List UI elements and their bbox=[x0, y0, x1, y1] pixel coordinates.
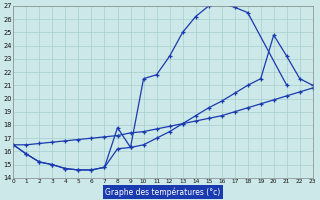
X-axis label: Graphe des températures (°c): Graphe des températures (°c) bbox=[106, 187, 221, 197]
